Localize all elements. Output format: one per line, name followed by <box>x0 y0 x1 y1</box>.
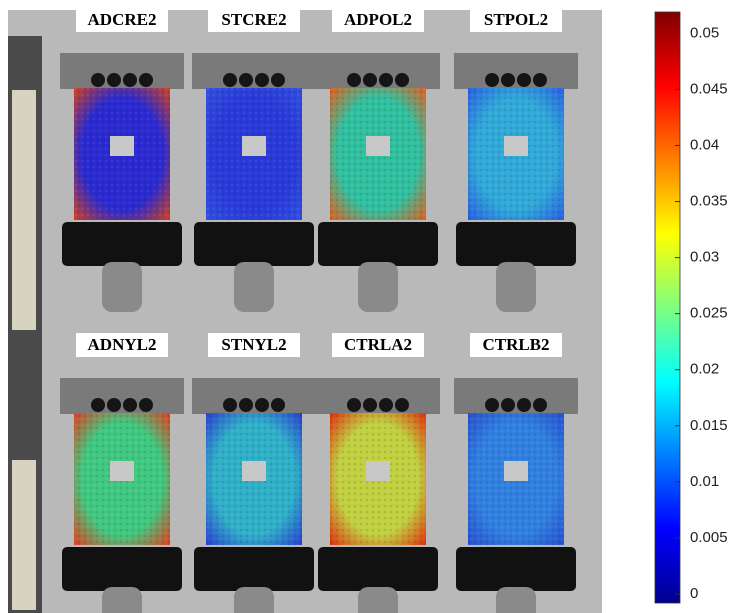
hole <box>242 136 266 156</box>
bolt <box>363 398 377 412</box>
bolt <box>485 73 499 87</box>
bolt <box>533 398 547 412</box>
hole <box>366 136 390 156</box>
ruler-scale <box>12 460 36 610</box>
bolt <box>107 398 121 412</box>
colorbar-tick-label: 0.02 <box>690 361 719 378</box>
clip-handle <box>234 587 274 613</box>
grip-plate <box>60 378 184 414</box>
bolt <box>139 73 153 87</box>
bolt <box>517 73 531 87</box>
clip-jaw <box>318 222 438 266</box>
bolt <box>501 73 515 87</box>
bolt <box>91 73 105 87</box>
hole <box>242 461 266 481</box>
clip-jaw <box>456 547 576 591</box>
clip-handle <box>358 587 398 613</box>
ruler-scale <box>12 90 36 330</box>
clip-handle <box>102 262 142 312</box>
specimen-label: STNYL2 <box>221 335 286 354</box>
clip-jaw <box>318 547 438 591</box>
clip-jaw <box>194 547 314 591</box>
colorbar-tick-label: 0 <box>690 585 698 602</box>
grip-plate <box>454 378 578 414</box>
bolt <box>533 73 547 87</box>
clip-handle <box>496 587 536 613</box>
specimen-label: STCRE2 <box>221 10 286 29</box>
clip-jaw <box>62 222 182 266</box>
bolt <box>239 398 253 412</box>
specimen-label: ADCRE2 <box>88 10 157 29</box>
clip-jaw <box>456 222 576 266</box>
colorbar-tick-label: 0.03 <box>690 249 719 266</box>
bolt <box>363 73 377 87</box>
clip-jaw <box>62 547 182 591</box>
hole <box>110 461 134 481</box>
hole <box>366 461 390 481</box>
bolt <box>255 73 269 87</box>
colorbar-tick-label: 0.045 <box>690 80 728 97</box>
specimen-label: ADPOL2 <box>344 10 412 29</box>
bolt <box>347 73 361 87</box>
bolt <box>395 73 409 87</box>
grip-plate <box>192 53 316 89</box>
bolt <box>517 398 531 412</box>
clip-jaw <box>194 222 314 266</box>
clip-handle <box>234 262 274 312</box>
colorbar-tick-label: 0.005 <box>690 529 728 546</box>
hole <box>504 136 528 156</box>
bolt <box>395 398 409 412</box>
bolt <box>255 398 269 412</box>
bolt <box>91 398 105 412</box>
bolt <box>501 398 515 412</box>
colorbar-tick-label: 0.04 <box>690 136 719 153</box>
bolt <box>223 73 237 87</box>
bolt <box>271 398 285 412</box>
specimen-label: CTRLA2 <box>344 335 412 354</box>
bolt <box>485 398 499 412</box>
colorbar-tick-label: 0.035 <box>690 192 728 209</box>
colorbar-tick-label: 0.015 <box>690 417 728 434</box>
clip-handle <box>102 587 142 613</box>
colorbar-tick-label: 0.01 <box>690 473 719 490</box>
specimen-label: STPOL2 <box>484 10 548 29</box>
specimen-label: ADNYL2 <box>88 335 157 354</box>
figure: ADCRE2 STCRE2 ADPOL2 STPOL2 ADNYL2 STNYL2 CTRL… <box>0 0 741 613</box>
bolt <box>123 398 137 412</box>
clip-handle <box>496 262 536 312</box>
hole <box>110 136 134 156</box>
bolt <box>239 73 253 87</box>
grip-plate <box>316 53 440 89</box>
clip-handle <box>358 262 398 312</box>
colorbar-tick-label: 0.025 <box>690 305 728 322</box>
grip-plate <box>192 378 316 414</box>
grip-plate <box>454 53 578 89</box>
bolt <box>271 73 285 87</box>
hole <box>504 461 528 481</box>
bolt <box>123 73 137 87</box>
bolt <box>139 398 153 412</box>
specimen-label: CTRLB2 <box>482 335 549 354</box>
bolt <box>223 398 237 412</box>
colorbar <box>655 12 680 603</box>
bolt <box>379 398 393 412</box>
bolt <box>347 398 361 412</box>
grip-plate <box>316 378 440 414</box>
grip-plate <box>60 53 184 89</box>
colorbar-tick-label: 0.05 <box>690 24 719 41</box>
bolt <box>107 73 121 87</box>
bolt <box>379 73 393 87</box>
